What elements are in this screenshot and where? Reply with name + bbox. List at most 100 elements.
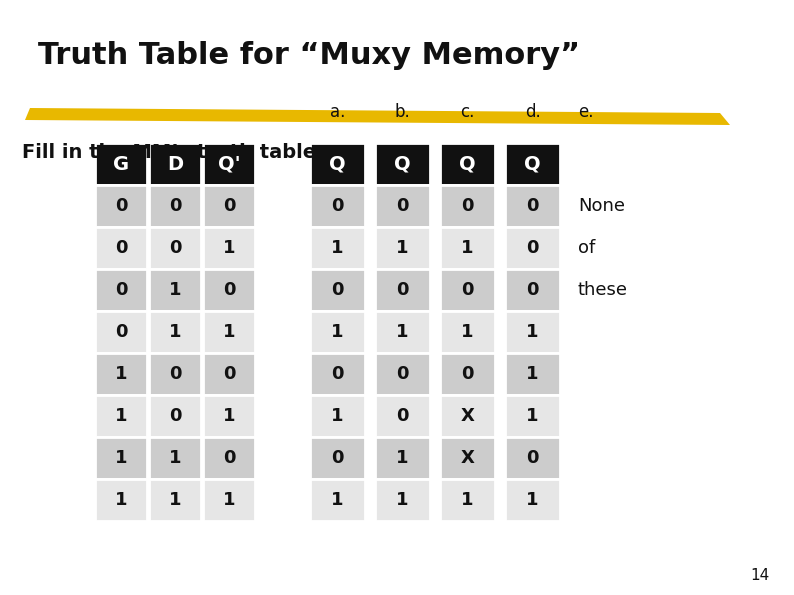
- Text: 1: 1: [526, 323, 539, 341]
- Text: 0: 0: [526, 239, 539, 257]
- FancyBboxPatch shape: [375, 479, 430, 521]
- Text: 0: 0: [223, 197, 235, 215]
- FancyBboxPatch shape: [149, 395, 201, 437]
- FancyBboxPatch shape: [149, 185, 201, 227]
- FancyBboxPatch shape: [95, 479, 147, 521]
- FancyBboxPatch shape: [149, 269, 201, 311]
- FancyBboxPatch shape: [95, 353, 147, 395]
- Text: Q: Q: [459, 155, 476, 174]
- Text: 1: 1: [461, 239, 474, 257]
- FancyBboxPatch shape: [505, 185, 560, 227]
- FancyBboxPatch shape: [440, 227, 495, 269]
- Text: 0: 0: [115, 197, 127, 215]
- FancyBboxPatch shape: [505, 143, 560, 185]
- FancyBboxPatch shape: [203, 185, 255, 227]
- FancyBboxPatch shape: [203, 143, 255, 185]
- FancyBboxPatch shape: [440, 143, 495, 185]
- FancyBboxPatch shape: [375, 395, 430, 437]
- FancyBboxPatch shape: [505, 395, 560, 437]
- Text: 1: 1: [169, 491, 181, 509]
- Text: Truth Table for “Muxy Memory”: Truth Table for “Muxy Memory”: [38, 40, 580, 70]
- Text: 0: 0: [396, 365, 409, 383]
- Text: 1: 1: [396, 491, 409, 509]
- FancyBboxPatch shape: [203, 479, 255, 521]
- FancyBboxPatch shape: [203, 437, 255, 479]
- FancyBboxPatch shape: [310, 353, 365, 395]
- Text: 0: 0: [526, 281, 539, 299]
- Text: these: these: [578, 281, 628, 299]
- Text: 1: 1: [223, 323, 235, 341]
- Text: 0: 0: [396, 407, 409, 425]
- FancyBboxPatch shape: [440, 311, 495, 353]
- Text: 1: 1: [461, 491, 474, 509]
- Text: 1: 1: [396, 239, 409, 257]
- FancyBboxPatch shape: [310, 269, 365, 311]
- Text: 0: 0: [223, 449, 235, 467]
- FancyBboxPatch shape: [95, 143, 147, 185]
- Text: None: None: [578, 197, 625, 215]
- FancyBboxPatch shape: [310, 479, 365, 521]
- Text: 0: 0: [223, 281, 235, 299]
- Text: 0: 0: [169, 197, 181, 215]
- Text: 0: 0: [396, 197, 409, 215]
- Text: 1: 1: [169, 449, 181, 467]
- FancyBboxPatch shape: [149, 143, 201, 185]
- Text: a.: a.: [330, 103, 345, 121]
- Text: 1: 1: [331, 323, 344, 341]
- Text: 0: 0: [115, 281, 127, 299]
- FancyBboxPatch shape: [310, 227, 365, 269]
- FancyBboxPatch shape: [375, 185, 430, 227]
- Text: 0: 0: [396, 281, 409, 299]
- FancyBboxPatch shape: [149, 227, 201, 269]
- FancyBboxPatch shape: [375, 269, 430, 311]
- FancyBboxPatch shape: [440, 437, 495, 479]
- Text: 1: 1: [223, 239, 235, 257]
- Text: 1: 1: [115, 365, 127, 383]
- FancyBboxPatch shape: [505, 311, 560, 353]
- Text: Q: Q: [330, 155, 346, 174]
- Text: 0: 0: [526, 197, 539, 215]
- Text: 0: 0: [169, 365, 181, 383]
- Text: 1: 1: [169, 323, 181, 341]
- FancyBboxPatch shape: [149, 437, 201, 479]
- Text: 1: 1: [526, 365, 539, 383]
- Text: 1: 1: [396, 323, 409, 341]
- Text: 0: 0: [169, 239, 181, 257]
- Text: 1: 1: [115, 407, 127, 425]
- FancyBboxPatch shape: [440, 269, 495, 311]
- Text: 0: 0: [331, 449, 344, 467]
- Text: 1: 1: [461, 323, 474, 341]
- Text: G: G: [113, 155, 129, 174]
- Text: X: X: [461, 407, 475, 425]
- Text: 0: 0: [461, 281, 474, 299]
- Text: 0: 0: [169, 407, 181, 425]
- FancyBboxPatch shape: [203, 311, 255, 353]
- FancyBboxPatch shape: [203, 269, 255, 311]
- FancyBboxPatch shape: [310, 185, 365, 227]
- FancyBboxPatch shape: [505, 437, 560, 479]
- Text: c.: c.: [461, 103, 475, 121]
- Text: d.: d.: [525, 103, 541, 121]
- Text: 0: 0: [461, 365, 474, 383]
- FancyBboxPatch shape: [310, 311, 365, 353]
- FancyBboxPatch shape: [505, 227, 560, 269]
- FancyBboxPatch shape: [149, 479, 201, 521]
- FancyBboxPatch shape: [95, 269, 147, 311]
- Text: D: D: [167, 155, 183, 174]
- FancyBboxPatch shape: [375, 353, 430, 395]
- FancyBboxPatch shape: [440, 479, 495, 521]
- FancyBboxPatch shape: [95, 437, 147, 479]
- Text: 1: 1: [223, 491, 235, 509]
- Text: 0: 0: [115, 239, 127, 257]
- FancyBboxPatch shape: [203, 395, 255, 437]
- FancyBboxPatch shape: [95, 311, 147, 353]
- Text: 1: 1: [169, 281, 181, 299]
- FancyBboxPatch shape: [440, 185, 495, 227]
- Text: 1: 1: [115, 449, 127, 467]
- Text: of: of: [578, 239, 596, 257]
- Text: 1: 1: [331, 491, 344, 509]
- FancyBboxPatch shape: [203, 353, 255, 395]
- FancyBboxPatch shape: [375, 437, 430, 479]
- FancyBboxPatch shape: [440, 395, 495, 437]
- Text: 1: 1: [526, 407, 539, 425]
